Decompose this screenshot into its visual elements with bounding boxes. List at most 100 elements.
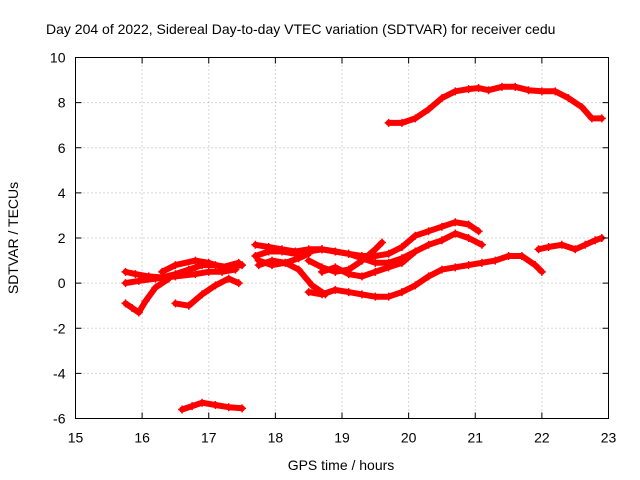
data-point xyxy=(491,256,500,265)
data-point xyxy=(551,87,560,96)
data-point xyxy=(411,114,420,123)
series-arc-15 xyxy=(534,234,606,254)
data-point xyxy=(451,218,460,227)
data-point xyxy=(537,87,546,96)
data-point xyxy=(331,267,340,276)
x-axis-title: GPS time / hours xyxy=(288,457,395,473)
data-point xyxy=(371,258,380,267)
data-point xyxy=(384,249,393,258)
series-arc-14 xyxy=(304,238,386,276)
data-point xyxy=(211,400,220,409)
x-tick-label: 15 xyxy=(68,430,84,446)
data-point xyxy=(151,283,160,292)
axis-ticks xyxy=(75,57,609,419)
data-point xyxy=(371,292,380,301)
data-point xyxy=(384,263,393,272)
y-axis-title: SDTVAR / TECUs xyxy=(5,182,21,294)
data-point xyxy=(377,238,386,247)
data-point xyxy=(134,276,143,285)
data-point xyxy=(211,281,220,290)
grid xyxy=(75,57,609,419)
data-point xyxy=(484,86,493,95)
data-point xyxy=(171,272,180,281)
data-point xyxy=(331,285,340,294)
series-arc-5 xyxy=(121,265,240,288)
data-point xyxy=(318,290,327,299)
data-point xyxy=(198,290,207,299)
x-tick-label: 17 xyxy=(201,430,217,446)
data-point xyxy=(231,265,240,274)
data-point xyxy=(411,247,420,256)
series-arc-1 xyxy=(384,82,606,127)
data-point xyxy=(464,234,473,242)
data-point xyxy=(344,288,353,297)
data-point xyxy=(517,252,526,261)
data-point xyxy=(424,227,433,236)
data-point xyxy=(464,261,473,270)
x-tick-label: 22 xyxy=(534,430,550,446)
data-point xyxy=(294,254,303,263)
data-layer xyxy=(121,82,606,414)
series-arc-11 xyxy=(254,249,313,270)
y-tick-label: 0 xyxy=(58,275,66,291)
data-point xyxy=(397,258,406,267)
data-point xyxy=(357,256,366,265)
data-point xyxy=(557,240,566,249)
x-tick-label: 21 xyxy=(467,430,483,446)
data-point xyxy=(131,270,140,279)
data-point xyxy=(128,303,137,312)
data-point xyxy=(437,265,446,274)
data-point xyxy=(451,263,460,272)
data-point xyxy=(294,265,303,274)
data-point xyxy=(204,258,213,267)
data-point xyxy=(497,82,506,91)
series-arc-6 xyxy=(171,274,243,310)
data-point xyxy=(331,247,340,256)
data-point xyxy=(268,261,277,270)
series-line xyxy=(385,83,605,126)
data-point xyxy=(184,301,193,310)
y-tick-label: -2 xyxy=(53,320,66,336)
data-point xyxy=(121,279,130,288)
data-point xyxy=(198,398,207,407)
data-point xyxy=(371,267,380,276)
y-tick-label: -6 xyxy=(53,411,66,427)
data-point xyxy=(424,240,433,249)
data-point xyxy=(251,252,260,261)
data-point xyxy=(308,281,317,290)
y-tick-label: 6 xyxy=(58,140,66,156)
data-point xyxy=(158,267,167,276)
data-point xyxy=(474,227,483,236)
data-point xyxy=(477,258,486,267)
data-point xyxy=(477,240,486,249)
data-point xyxy=(451,87,460,96)
data-point xyxy=(437,94,446,103)
series-arc-7 xyxy=(158,256,243,276)
data-point xyxy=(121,267,130,276)
series-line xyxy=(122,275,172,316)
data-point xyxy=(571,245,580,254)
data-point xyxy=(304,288,313,297)
data-point xyxy=(397,243,406,252)
data-point xyxy=(531,261,540,270)
data-point xyxy=(437,236,446,245)
data-point xyxy=(234,258,243,267)
data-point xyxy=(397,118,406,127)
data-point xyxy=(357,290,366,299)
data-point xyxy=(191,256,200,265)
data-point xyxy=(597,114,606,123)
data-point xyxy=(464,220,473,229)
data-point xyxy=(397,288,406,297)
series-line xyxy=(172,275,242,309)
y-tick-label: 2 xyxy=(58,230,66,246)
chart-title: Day 204 of 2022, Sidereal Day-to-day VTE… xyxy=(46,21,555,37)
data-point xyxy=(587,114,596,123)
data-point xyxy=(281,258,290,267)
data-point xyxy=(424,272,433,281)
data-point xyxy=(384,292,393,301)
data-point xyxy=(524,86,533,95)
data-point xyxy=(581,240,590,249)
data-point xyxy=(134,308,143,317)
data-point xyxy=(537,267,546,276)
